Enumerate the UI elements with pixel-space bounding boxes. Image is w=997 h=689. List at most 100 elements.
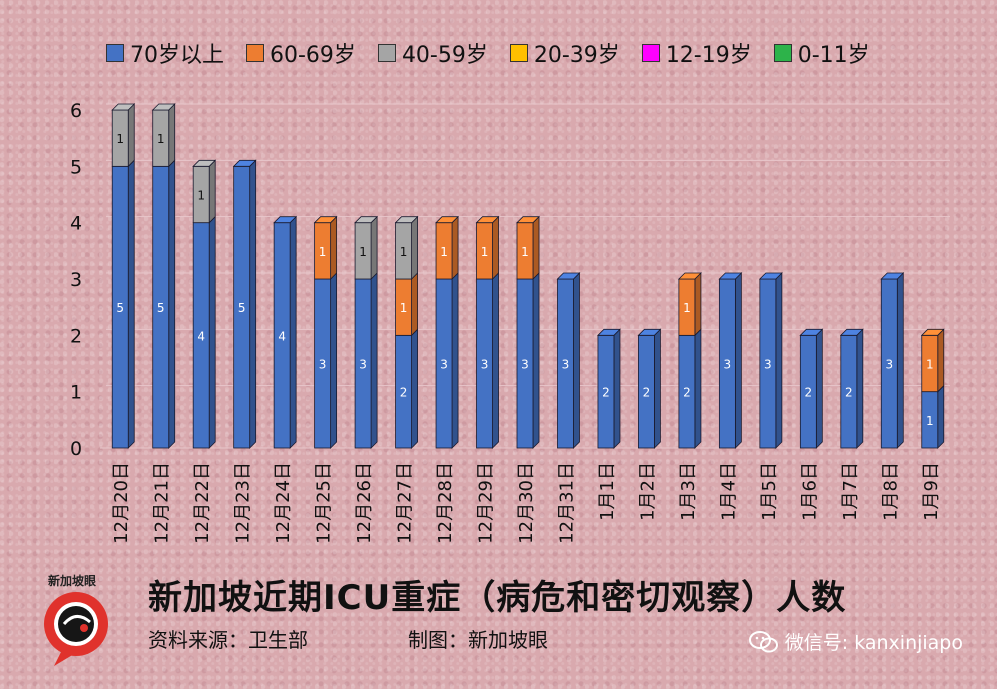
- data-label: 5: [157, 301, 165, 315]
- data-label: 1: [197, 189, 205, 203]
- x-tick-label: 1月7日: [840, 462, 861, 521]
- bar-side: [573, 272, 580, 449]
- legend-swatch: [509, 44, 528, 62]
- bar-top: [758, 272, 783, 280]
- bar-side: [492, 272, 499, 449]
- y-tick-label: 0: [70, 438, 82, 460]
- data-label: 2: [805, 386, 813, 400]
- x-tick-label: 1月1日: [597, 462, 618, 521]
- data-label: 3: [724, 358, 732, 372]
- bar-top: [880, 272, 905, 280]
- y-tick-label: 1: [70, 382, 82, 404]
- bar-side: [654, 328, 661, 449]
- bar-side: [451, 215, 459, 280]
- xinjiapoyan-logo: 新加坡眼: [36, 572, 126, 668]
- legend-label: 12-19岁: [665, 43, 752, 68]
- bar-side: [775, 272, 783, 449]
- data-label: 3: [481, 358, 489, 372]
- bar-side: [451, 272, 459, 449]
- legend-label: 70岁以上: [130, 43, 224, 68]
- bar-side: [734, 272, 742, 449]
- data-label: 5: [238, 301, 246, 315]
- data-label: 2: [643, 386, 651, 400]
- chart-title: 新加坡近期ICU重症（病危和密切观察）人数: [148, 578, 847, 618]
- legend-swatch: [773, 44, 792, 62]
- x-tick-label: 12月31日: [556, 462, 577, 544]
- x-tick-label: 1月3日: [678, 462, 699, 521]
- data-label: 3: [319, 358, 327, 372]
- x-tick-label: 12月23日: [233, 462, 254, 544]
- logo-text: 新加坡眼: [48, 574, 97, 588]
- legend-item-70plus: 70岁以上: [106, 37, 224, 69]
- data-source: 资料来源：卫生部: [148, 628, 308, 652]
- bar-top: [273, 216, 298, 224]
- data-label: 1: [926, 414, 934, 428]
- chart-credit: 制图：新加坡眼: [408, 628, 548, 652]
- eye-logo-icon: [44, 592, 108, 666]
- bar-side: [289, 215, 297, 449]
- bar-side: [815, 328, 823, 449]
- x-tick-label: 12月24日: [273, 462, 294, 544]
- bar-side: [370, 272, 378, 449]
- data-label: 4: [197, 329, 205, 343]
- bar-top: [718, 272, 743, 280]
- legend-swatch: [377, 44, 396, 62]
- bar-side: [937, 384, 945, 449]
- data-label: 1: [926, 358, 934, 372]
- bar-side: [249, 159, 257, 449]
- data-label: 1: [359, 245, 367, 259]
- bar-top: [111, 103, 136, 111]
- bar-side: [168, 103, 176, 168]
- bar-top: [151, 103, 176, 111]
- x-tick-label: 12月25日: [314, 462, 335, 544]
- data-label: 1: [157, 132, 165, 146]
- wechat-label: 微信号: kanxinjiapo: [784, 632, 963, 654]
- legend-item-60-69: 60-69岁: [246, 37, 356, 69]
- bar-side: [937, 328, 945, 393]
- data-label: 3: [521, 358, 529, 372]
- legend-swatch: [106, 44, 124, 62]
- legend-label: 40-59岁: [401, 43, 488, 68]
- data-label: 1: [481, 245, 489, 259]
- data-label: 1: [116, 132, 124, 146]
- bar-top: [920, 328, 945, 336]
- x-tick-label: 1月4日: [718, 462, 739, 521]
- y-tick-label: 2: [70, 325, 82, 347]
- bar-top: [313, 216, 338, 224]
- legend-item-0-11: 0-11岁: [773, 37, 870, 69]
- x-tick-label: 1月9日: [921, 462, 942, 521]
- bar-side: [532, 215, 540, 280]
- bar-side: [370, 215, 378, 280]
- bar-top: [475, 216, 500, 224]
- data-label: 1: [521, 245, 529, 259]
- legend-label: 60-69岁: [270, 43, 356, 68]
- bar-side: [411, 272, 418, 337]
- bar-top: [637, 328, 662, 336]
- bar-top: [556, 272, 581, 280]
- x-tick-label: 12月21日: [152, 462, 173, 544]
- x-tick-label: 12月22日: [192, 462, 213, 544]
- bar-side: [694, 272, 702, 337]
- y-tick-label: 6: [70, 100, 82, 122]
- x-tick-label: 12月26日: [354, 462, 375, 544]
- data-label: 3: [764, 358, 772, 372]
- y-tick-label: 4: [70, 213, 82, 235]
- x-tick-label: 12月28日: [435, 462, 456, 544]
- data-label: 2: [683, 386, 691, 400]
- bar-side: [330, 272, 338, 449]
- legend-item-12-19: 12-19岁: [641, 37, 752, 69]
- data-label: 1: [440, 245, 448, 259]
- legend-label: 0-11岁: [797, 43, 870, 68]
- x-tick-label: 1月5日: [759, 462, 780, 521]
- bar-top: [232, 159, 257, 167]
- bar-side: [208, 159, 216, 224]
- wechat-id: 微信号: kanxinjiapo: [748, 628, 963, 655]
- bar-top: [394, 216, 419, 224]
- bar-side: [613, 328, 621, 449]
- y-tick-label: 5: [70, 156, 82, 178]
- bar-side: [127, 103, 135, 168]
- bar-side: [492, 215, 499, 280]
- legend-item-40-59: 40-59岁: [377, 37, 488, 69]
- x-tick-label: 12月29日: [476, 462, 497, 544]
